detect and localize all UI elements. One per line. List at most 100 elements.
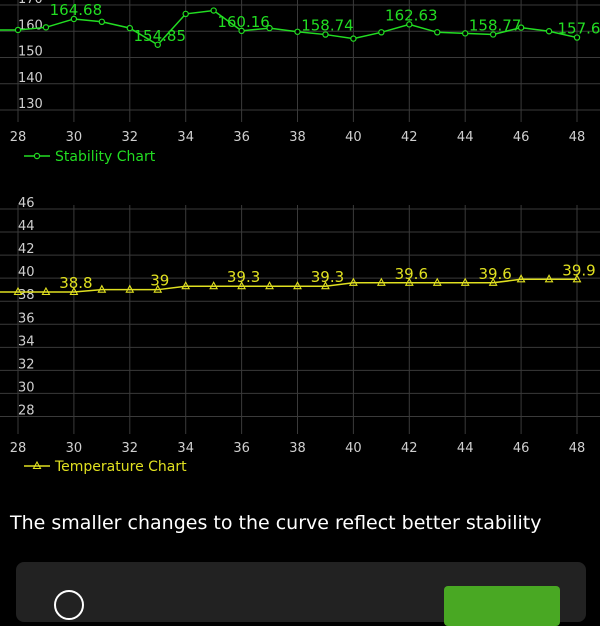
- stability-data-point: [98, 18, 106, 25]
- stability-data-label: 158.74: [301, 17, 354, 35]
- stability-x-tick-label: 48: [569, 130, 586, 145]
- stability-x-tick-label: 34: [177, 130, 194, 145]
- stability-data-label: 154.85: [134, 27, 187, 45]
- temperature-data-point: [488, 277, 498, 286]
- info-icon: [54, 590, 84, 620]
- temperature-x-tick-label: 32: [122, 441, 139, 456]
- temperature-x-tick-label: 38: [289, 441, 306, 456]
- stability-y-tick-label: 130: [18, 97, 43, 112]
- stability-data-label: 158.77: [469, 16, 522, 34]
- temperature-data-point: [376, 277, 386, 286]
- temperature-x-tick-label: 30: [66, 441, 83, 456]
- stability-data-point: [266, 24, 273, 32]
- stability-data-point: [462, 30, 469, 37]
- stability-y-tick-label: 160: [18, 18, 43, 33]
- temperature-data-point: [516, 274, 526, 283]
- stability-y-tick-label: 170: [18, 0, 43, 7]
- stability-series-line: [0, 9, 578, 46]
- temperature-data-point: [432, 277, 442, 286]
- temperature-x-tick-label: 28: [10, 441, 27, 456]
- temperature-y-tick-label: 38: [18, 288, 35, 303]
- stability-data-point: [489, 31, 497, 38]
- temperature-data-point: [125, 284, 135, 293]
- temperature-data-point: [404, 277, 414, 286]
- stability-x-tick-label: 36: [233, 130, 250, 145]
- temperature-data-label: 39: [150, 272, 169, 290]
- stability-data-point: [182, 10, 189, 18]
- temperature-y-tick-label: 40: [18, 265, 35, 280]
- stability-data-point: [378, 29, 385, 36]
- temperature-data-point: [572, 274, 582, 283]
- temperature-data-label: 39.6: [395, 265, 428, 283]
- stability-chart: 130 140 150 160 170 28 30 32 34 36 38 40 42 44 46 48 164…: [0, 0, 600, 165]
- temperature-data-point: [348, 277, 358, 286]
- stability-x-tick-label: 32: [122, 130, 139, 145]
- temperature-x-tick-label: 46: [513, 441, 530, 456]
- stability-data-label: 157.6: [558, 20, 600, 38]
- stability-legend-marker: [33, 152, 41, 160]
- stability-x-tick-label: 28: [10, 130, 27, 145]
- stability-x-tick-label: 44: [457, 130, 474, 145]
- stability-data-point: [573, 34, 581, 41]
- temperature-data-point: [41, 286, 51, 296]
- stability-data-label: 160.16: [217, 13, 270, 31]
- stability-data-point: [294, 28, 301, 35]
- stability-data-point: [350, 35, 357, 42]
- stability-x-tick-label: 38: [289, 130, 306, 145]
- temperature-x-tick-label: 44: [457, 441, 474, 456]
- stability-y-tick-label: 140: [18, 71, 43, 86]
- temperature-y-tick-label: 32: [18, 357, 35, 372]
- stability-data-label: 162.63: [385, 6, 438, 24]
- stability-data-point: [42, 24, 50, 31]
- temperature-data-point: [265, 281, 274, 290]
- temperature-data-point: [181, 281, 191, 290]
- temperature-y-tick-label: 28: [18, 403, 35, 418]
- temperature-data-point: [293, 281, 302, 290]
- temperature-legend-label: Temperature Chart: [54, 459, 187, 475]
- temperature-data-point: [460, 277, 470, 286]
- temperature-series-line: [0, 278, 577, 293]
- temperature-data-point: [13, 286, 23, 296]
- action-button[interactable]: [444, 586, 560, 626]
- temperature-y-tick-label: 34: [18, 334, 35, 349]
- temperature-x-tick-label: 36: [233, 441, 250, 456]
- temperature-data-point: [237, 281, 247, 290]
- temperature-x-tick-label: 42: [401, 441, 418, 456]
- temperature-y-tick-label: 44: [18, 219, 35, 234]
- stability-x-tick-label: 46: [513, 130, 530, 145]
- temperature-data-point: [153, 284, 163, 293]
- stability-data-point: [14, 26, 22, 34]
- stability-data-point: [322, 31, 329, 38]
- temperature-data-point: [69, 286, 79, 296]
- stability-data-point: [545, 28, 553, 35]
- temperature-data-point: [209, 281, 219, 290]
- stability-data-point: [210, 7, 217, 14]
- stability-info-text: The smaller changes to the curve reflect…: [10, 512, 542, 534]
- temperature-y-tick-label: 42: [18, 242, 35, 257]
- temperature-data-label: 39.9: [562, 261, 595, 279]
- stability-data-point: [70, 15, 78, 23]
- stability-x-tick-label: 42: [401, 130, 418, 145]
- stability-legend-label: Stability Chart: [55, 149, 156, 165]
- stability-data-point: [126, 24, 134, 32]
- temperature-data-label: 39.6: [478, 265, 511, 283]
- temperature-data-label: 39.3: [311, 268, 344, 286]
- temperature-x-tick-label: 48: [569, 441, 586, 456]
- stability-x-tick-label: 30: [66, 130, 83, 145]
- temperature-data-point: [544, 274, 554, 283]
- stability-data-point: [517, 24, 525, 31]
- temperature-y-tick-label: 36: [18, 311, 35, 326]
- temperature-y-tick-label: 46: [18, 196, 35, 211]
- stability-data-point: [238, 27, 245, 35]
- temperature-data-point: [321, 281, 330, 290]
- bottom-panel: [16, 562, 586, 626]
- temperature-x-tick-label: 34: [177, 441, 194, 456]
- temperature-data-label: 39.3: [227, 268, 260, 286]
- stability-data-label: 164.68: [50, 1, 103, 19]
- stability-x-tick-label: 40: [345, 130, 362, 145]
- stability-data-point: [434, 29, 441, 36]
- temperature-x-tick-label: 40: [345, 441, 362, 456]
- temperature-chart: 28 30 32 34 36 38 40 42 44 46 28 30 32 34 36 38 40 42 44 46…: [0, 196, 600, 475]
- stability-data-point: [406, 21, 413, 28]
- temperature-data-point: [97, 284, 107, 293]
